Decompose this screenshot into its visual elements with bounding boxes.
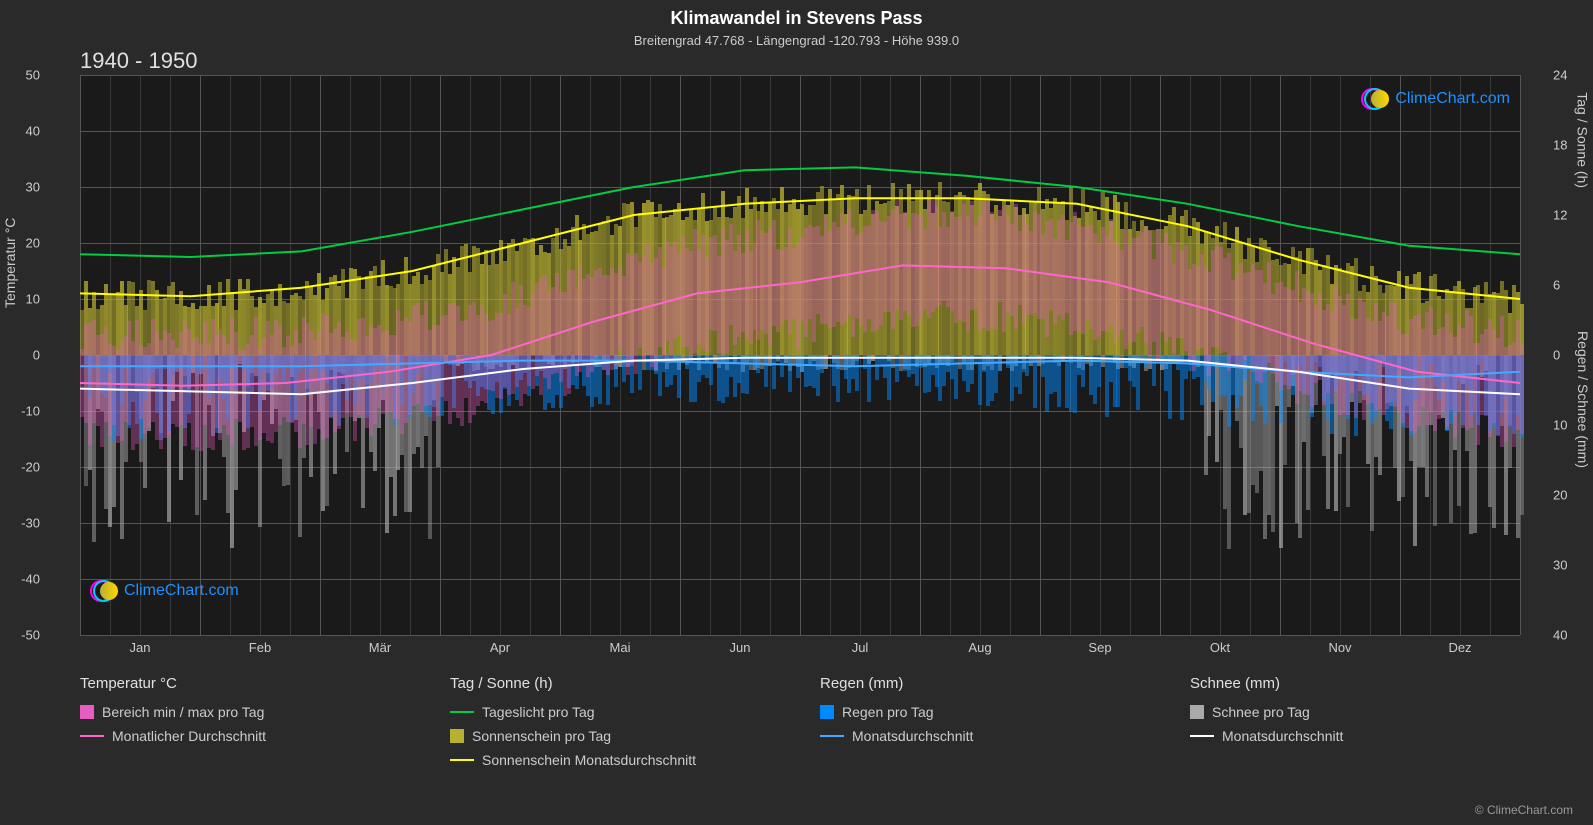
x-tick: Aug — [968, 640, 991, 655]
legend-header: Tag / Sonne (h) — [450, 675, 780, 692]
chart-line — [80, 167, 1520, 257]
x-tick: Jul — [852, 640, 869, 655]
chart-title: Klimawandel in Stevens Pass — [0, 0, 1593, 29]
legend-label: Monatlicher Durchschnitt — [112, 728, 266, 744]
chart-subtitle: Breitengrad 47.768 - Längengrad -120.793… — [0, 29, 1593, 48]
chart-container: Klimawandel in Stevens Pass Breitengrad … — [0, 0, 1593, 825]
legend-swatch — [450, 759, 474, 761]
legend-swatch — [1190, 705, 1204, 719]
legend-item: Tageslicht pro Tag — [450, 704, 780, 720]
y-tick-right: 12 — [1553, 208, 1567, 223]
watermark-bottom: ClimeChart.com — [90, 577, 239, 605]
y-tick-right: 18 — [1553, 138, 1567, 153]
gridline-h — [80, 635, 1520, 636]
legend-header: Temperatur °C — [80, 675, 410, 692]
x-tick: Apr — [490, 640, 510, 655]
legend: Temperatur °C Bereich min / max pro Tag Mo… — [80, 675, 1520, 776]
y-tick-right: 40 — [1553, 628, 1567, 643]
legend-swatch — [1190, 735, 1214, 737]
logo-icon — [90, 577, 118, 605]
legend-item: Regen pro Tag — [820, 704, 1150, 720]
y-tick-left: -10 — [21, 404, 40, 419]
legend-column-daysun: Tag / Sonne (h) Tageslicht pro Tag Sonnens… — [450, 675, 780, 776]
chart-line — [80, 361, 1520, 378]
legend-label: Tageslicht pro Tag — [482, 704, 595, 720]
y-axis-right-bottom-label: Regen / Schnee (mm) — [1575, 331, 1591, 468]
y-tick-left: 10 — [26, 292, 40, 307]
legend-item: Monatlicher Durchschnitt — [80, 728, 410, 744]
x-tick: Jun — [730, 640, 751, 655]
legend-column-rain: Regen (mm) Regen pro Tag Monatsdurchschnit… — [820, 675, 1150, 776]
x-tick: Jan — [130, 640, 151, 655]
legend-label: Schnee pro Tag — [1212, 704, 1310, 720]
y-tick-left: -20 — [21, 460, 40, 475]
y-tick-left: -50 — [21, 628, 40, 643]
chart-line — [80, 358, 1520, 394]
logo-icon — [1361, 85, 1389, 113]
y-tick-right: 24 — [1553, 68, 1567, 83]
plot-area: ClimeChart.com ClimeChart.com — [80, 75, 1520, 635]
legend-item: Sonnenschein pro Tag — [450, 728, 780, 744]
y-tick-right: 30 — [1553, 558, 1567, 573]
copyright: © ClimeChart.com — [1475, 803, 1573, 817]
x-tick: Nov — [1328, 640, 1351, 655]
watermark-top: ClimeChart.com — [1361, 85, 1510, 113]
watermark-text: ClimeChart.com — [124, 582, 239, 600]
x-axis: Jan Feb Mär Apr Mai Jun Jul Aug Sep Okt Nov Dez — [80, 640, 1520, 660]
legend-label: Monatsdurchschnitt — [852, 728, 973, 744]
legend-label: Sonnenschein Monatsdurchschnitt — [482, 752, 696, 768]
legend-label: Regen pro Tag — [842, 704, 934, 720]
legend-header: Schnee (mm) — [1190, 675, 1520, 692]
y-tick-left: 20 — [26, 236, 40, 251]
legend-swatch — [80, 735, 104, 737]
y-tick-left: 40 — [26, 124, 40, 139]
legend-swatch — [820, 735, 844, 737]
x-tick: Mai — [610, 640, 631, 655]
y-tick-right: 20 — [1553, 488, 1567, 503]
legend-column-snow: Schnee (mm) Schnee pro Tag Monatsdurchschn… — [1190, 675, 1520, 776]
legend-swatch — [80, 705, 94, 719]
legend-swatch — [450, 711, 474, 713]
y-axis-right-top-label: Tag / Sonne (h) — [1575, 92, 1591, 188]
period-label: 1940 - 1950 — [80, 48, 197, 74]
y-tick-right: 6 — [1553, 278, 1560, 293]
x-tick: Mär — [369, 640, 391, 655]
x-tick: Sep — [1088, 640, 1111, 655]
x-tick: Feb — [249, 640, 271, 655]
legend-item: Monatsdurchschnitt — [1190, 728, 1520, 744]
legend-header: Regen (mm) — [820, 675, 1150, 692]
legend-label: Sonnenschein pro Tag — [472, 728, 611, 744]
chart-line — [80, 198, 1520, 299]
legend-item: Sonnenschein Monatsdurchschnitt — [450, 752, 780, 768]
legend-swatch — [820, 705, 834, 719]
legend-item: Schnee pro Tag — [1190, 704, 1520, 720]
legend-label: Monatsdurchschnitt — [1222, 728, 1343, 744]
legend-column-temp: Temperatur °C Bereich min / max pro Tag Mo… — [80, 675, 410, 776]
y-tick-right: 0 — [1553, 348, 1560, 363]
legend-label: Bereich min / max pro Tag — [102, 704, 264, 720]
y-tick-left: -30 — [21, 516, 40, 531]
legend-swatch — [450, 729, 464, 743]
x-tick: Dez — [1448, 640, 1471, 655]
legend-item: Bereich min / max pro Tag — [80, 704, 410, 720]
y-axis-left-label: Temperatur °C — [2, 218, 18, 308]
x-tick: Okt — [1210, 640, 1230, 655]
y-tick-left: 30 — [26, 180, 40, 195]
y-tick-left: -40 — [21, 572, 40, 587]
y-tick-left: 0 — [33, 348, 40, 363]
legend-item: Monatsdurchschnitt — [820, 728, 1150, 744]
chart-line — [80, 265, 1520, 385]
watermark-text: ClimeChart.com — [1395, 90, 1510, 108]
lines-layer — [80, 75, 1520, 635]
y-tick-right: 10 — [1553, 418, 1567, 433]
y-tick-left: 50 — [26, 68, 40, 83]
